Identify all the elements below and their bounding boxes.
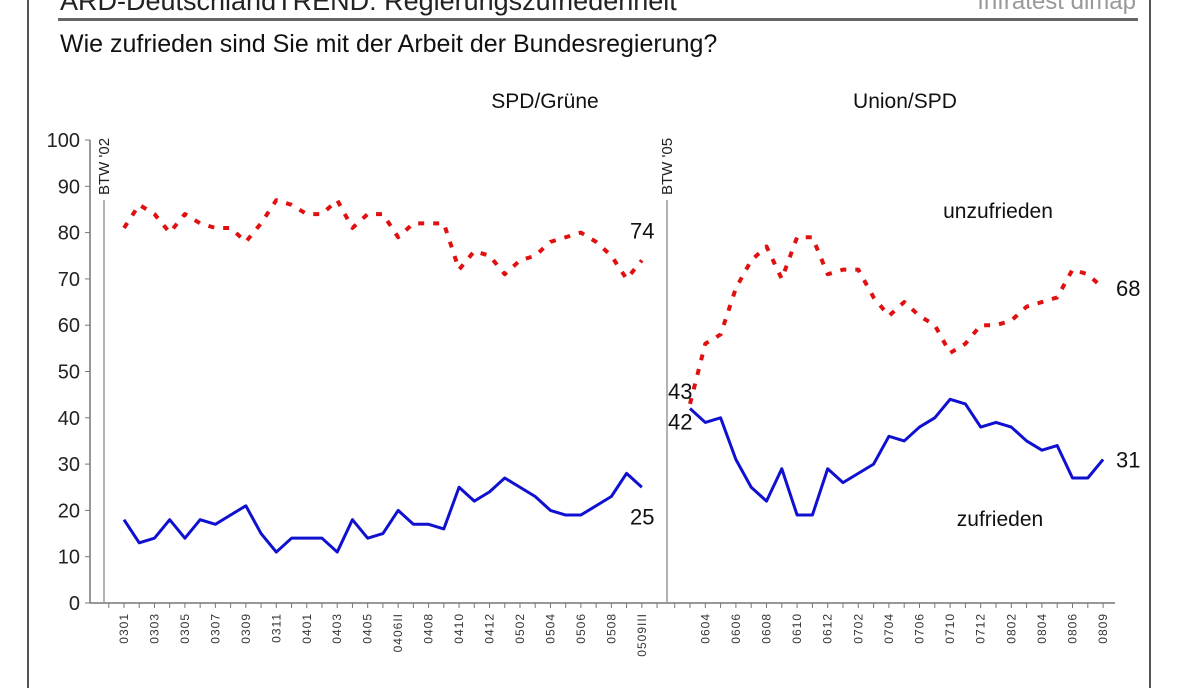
x-tick-label: 0401 [300, 613, 314, 644]
x-tick-label: 0706 [913, 613, 927, 644]
x-tick-label: 0802 [1004, 613, 1018, 644]
y-tick-label: 100 [47, 130, 80, 152]
x-tick-label: 0307 [208, 613, 222, 644]
y-tick-label: 30 [58, 454, 80, 476]
x-tick-label: 0410 [452, 613, 466, 644]
x-tick-label: 0311 [269, 613, 283, 643]
series-label-zufrieden: zufrieden [957, 508, 1043, 531]
end-value-label: 74 [630, 218, 654, 243]
x-tick-label: 0608 [760, 613, 774, 644]
x-tick-label: 0606 [729, 613, 743, 644]
x-tick-label: 0403 [330, 613, 344, 644]
end-value-label: 68 [1116, 276, 1140, 301]
series-line-zufrieden [124, 473, 642, 552]
x-tick-label: 0809 [1096, 613, 1110, 644]
end-value-label: 25 [630, 504, 654, 529]
x-tick-label: 0301 [117, 613, 131, 644]
x-tick-label: 0712 [974, 613, 988, 644]
panel-label: Union/SPD [853, 90, 957, 113]
series-line-unzufrieden [124, 200, 642, 279]
end-value-label: 31 [1116, 447, 1140, 472]
series-line-unzufrieden [690, 237, 1103, 404]
x-tick-label: 0506 [574, 613, 588, 644]
x-tick-label: 0702 [851, 613, 865, 644]
x-tick-label: 0309 [239, 613, 253, 644]
y-tick-label: 20 [58, 500, 80, 522]
x-tick-label: 0806 [1066, 613, 1080, 644]
x-tick-label: 0502 [513, 613, 527, 644]
x-tick-label: 0406II [391, 613, 405, 652]
x-tick-label: 0804 [1035, 613, 1049, 644]
y-tick-label: 60 [58, 315, 80, 337]
x-tick-label: 0604 [698, 613, 712, 644]
x-tick-label: 0508 [604, 613, 618, 644]
x-tick-label: 0612 [821, 613, 835, 644]
election-marker-label: BTW '05 [659, 138, 676, 195]
x-tick-label: 0405 [361, 613, 375, 644]
series-label-unzufrieden: unzufrieden [943, 200, 1053, 223]
y-tick-label: 0 [69, 593, 80, 615]
y-tick-label: 40 [58, 408, 80, 430]
x-tick-label: 0408 [422, 613, 436, 644]
x-tick-label: 0305 [178, 613, 192, 644]
x-tick-label: 0704 [882, 613, 896, 644]
election-marker-label: BTW '02 [96, 138, 113, 195]
x-tick-label: 0412 [483, 613, 497, 644]
x-tick-label: 0509III [635, 613, 649, 657]
x-tick-label: 0710 [943, 613, 957, 644]
y-tick-label: 10 [58, 547, 80, 569]
y-tick-label: 70 [58, 269, 80, 291]
series-line-zufrieden [690, 399, 1103, 515]
y-tick-label: 80 [58, 223, 80, 245]
y-tick-label: 90 [58, 176, 80, 198]
x-tick-label: 0303 [147, 613, 161, 644]
x-tick-label: 0504 [543, 613, 557, 644]
start-value-label: 43 [668, 379, 692, 404]
x-tick-label: 0610 [790, 613, 804, 644]
panel-label: SPD/Grüne [491, 90, 598, 113]
y-tick-label: 50 [58, 362, 80, 384]
start-value-label: 42 [668, 410, 692, 435]
